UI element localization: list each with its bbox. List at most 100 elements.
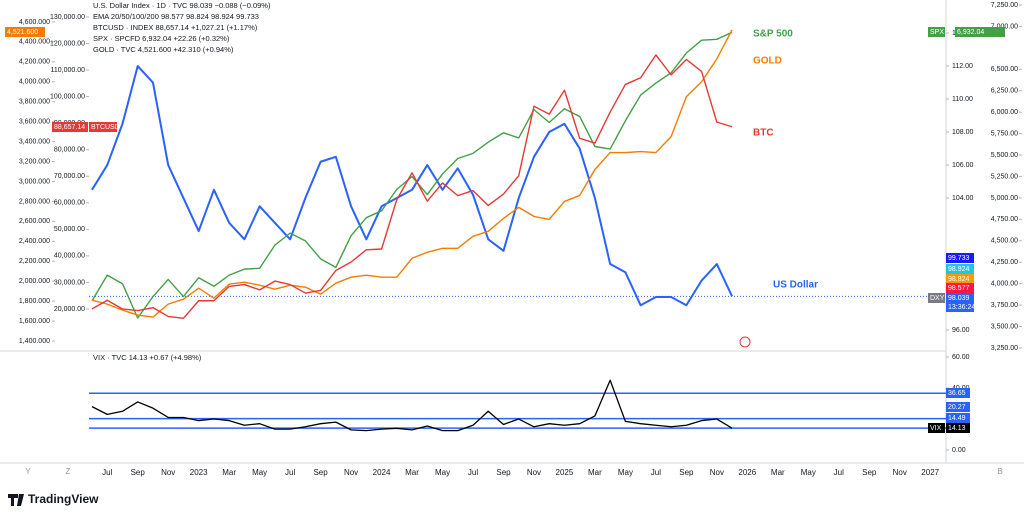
- price-tick-label: 2,600.000: [19, 218, 50, 225]
- legend-line: U.S. Dollar Index · 1D · TVC 98.039 −0.0…: [93, 1, 271, 10]
- price-tick-label: 106.00: [952, 162, 974, 169]
- price-badge: [928, 27, 945, 37]
- time-tick-label: Mar: [771, 468, 785, 477]
- price-tick-label: 20,000.00: [54, 306, 85, 313]
- price-tick-label: 40,000.00: [54, 253, 85, 260]
- price-badge: [928, 293, 945, 303]
- price-tick-label: 5,500.00: [991, 152, 1018, 159]
- time-tick-label: Mar: [405, 468, 419, 477]
- axis-icon: B: [997, 467, 1002, 476]
- price-tick-label: 3,800.000: [19, 99, 50, 106]
- price-tick-label: 7,250.00: [991, 2, 1018, 9]
- series-line: [91, 379, 733, 432]
- time-tick-label: Sep: [313, 468, 328, 477]
- time-tick-label: Nov: [893, 468, 907, 477]
- time-tick-label: Nov: [344, 468, 358, 477]
- flag-icon: [739, 336, 751, 348]
- time-tick-label: Sep: [679, 468, 694, 477]
- price-badge: [946, 274, 974, 284]
- price-tick-label: 130,000.00: [50, 14, 85, 21]
- time-tick-label: Mar: [588, 468, 602, 477]
- price-tick-label: 5,250.00: [991, 173, 1018, 180]
- price-badge-text: 98.924: [948, 266, 970, 273]
- price-badge-text: 6,932.04: [957, 29, 984, 36]
- legend-line: SPX · SPCFD 6,932.04 +22.26 (+0.32%): [93, 34, 230, 43]
- price-tick-label: 4,500.00: [991, 238, 1018, 245]
- series-line: [91, 54, 733, 319]
- price-badge-text: 14.49: [948, 415, 966, 422]
- price-tick-label: 4,400.000: [19, 39, 50, 46]
- symbol-badge-text: VIX: [930, 425, 942, 432]
- price-badge-text: DXY: [930, 295, 945, 302]
- price-tick-label: 4,250.00: [991, 259, 1018, 266]
- time-tick-label: Sep: [131, 468, 146, 477]
- price-badge: [946, 423, 970, 433]
- axis-icon: Y: [25, 467, 31, 476]
- price-badge: [946, 388, 970, 398]
- brand-logo: [8, 494, 24, 506]
- time-tick-label: May: [801, 468, 816, 477]
- price-tick-label: 3,200.000: [19, 158, 50, 165]
- price-tick-label: 110,000.00: [50, 67, 85, 74]
- series-annotation: S&P 500: [753, 29, 793, 40]
- series-line: [91, 31, 733, 319]
- price-tick-label: 3,000.000: [19, 178, 50, 185]
- price-tick-label: 112.00: [952, 63, 973, 70]
- price-badge: [946, 402, 970, 412]
- time-tick-label: Jul: [285, 468, 295, 477]
- price-tick-label: 1,600.000: [19, 318, 50, 325]
- price-tick-label: 4,000.00: [991, 281, 1018, 288]
- price-tick-label: 3,400.000: [19, 138, 50, 145]
- price-tick-label: 80,000.00: [54, 147, 85, 154]
- time-tick-label: Jul: [834, 468, 844, 477]
- price-tick-label: 30,000.00: [54, 279, 85, 286]
- price-badge-text: 88,657.14: [54, 124, 85, 131]
- time-tick-label: 2025: [556, 468, 574, 477]
- price-tick-label: 2,800.000: [19, 198, 50, 205]
- price-badge: [946, 413, 970, 423]
- price-badge-text: 36.65: [948, 390, 966, 397]
- price-tick-label: 4,750.00: [991, 216, 1018, 223]
- price-tick-label: 3,750.00: [991, 302, 1018, 309]
- price-badge: [955, 27, 1005, 37]
- axis-icon: Z: [66, 467, 71, 476]
- price-tick-label: 96.00: [952, 327, 970, 334]
- legend-line: BTCUSD · INDEX 88,657.14 +1,027.21 (+1.1…: [93, 23, 258, 32]
- price-tick-label: 110.00: [952, 96, 973, 103]
- price-badge: [946, 264, 974, 274]
- price-tick-label: 3,500.00: [991, 323, 1018, 330]
- time-tick-label: 2023: [190, 468, 208, 477]
- price-badge-text: 14.13: [948, 425, 966, 432]
- price-tick-label: 60,000.00: [54, 200, 85, 207]
- time-tick-label: May: [618, 468, 633, 477]
- price-tick-label: 3,250.00: [991, 345, 1018, 352]
- price-tick-label: 4,000.000: [19, 79, 50, 86]
- legend-line: VIX · TVC 14.13 +0.67 (+4.98%): [93, 353, 202, 362]
- price-badge: [946, 293, 974, 303]
- time-tick-label: May: [435, 468, 450, 477]
- price-tick-label: 5,000.00: [991, 195, 1018, 202]
- price-badge-text: BTCUSD: [91, 124, 120, 131]
- price-tick-label: 1,400.000: [19, 338, 50, 345]
- price-tick-label: 120,000.00: [50, 40, 85, 47]
- price-tick-label: 2,400.000: [19, 238, 50, 245]
- price-tick-label: 2,000.000: [19, 278, 50, 285]
- time-tick-label: Nov: [161, 468, 175, 477]
- price-badge: [946, 283, 974, 293]
- time-tick-label: Mar: [222, 468, 236, 477]
- symbol-badge: [928, 423, 945, 433]
- price-tick-label: 3,600.000: [19, 119, 50, 126]
- brand-name: TradingView: [28, 492, 99, 506]
- time-tick-label: Nov: [527, 468, 541, 477]
- price-badge: [946, 253, 974, 263]
- price-tick-label: 104.00: [952, 195, 974, 202]
- series-annotation: US Dollar: [773, 280, 818, 291]
- price-tick-label: 108.00: [952, 129, 974, 136]
- time-tick-label: May: [252, 468, 267, 477]
- time-tick-label: 2026: [738, 468, 756, 477]
- price-tick-label: 70,000.00: [54, 173, 85, 180]
- price-tick-label: 5,750.00: [991, 130, 1018, 137]
- price-tick-label: 0.00: [952, 447, 966, 454]
- price-tick-label: 6,000.00: [991, 109, 1018, 116]
